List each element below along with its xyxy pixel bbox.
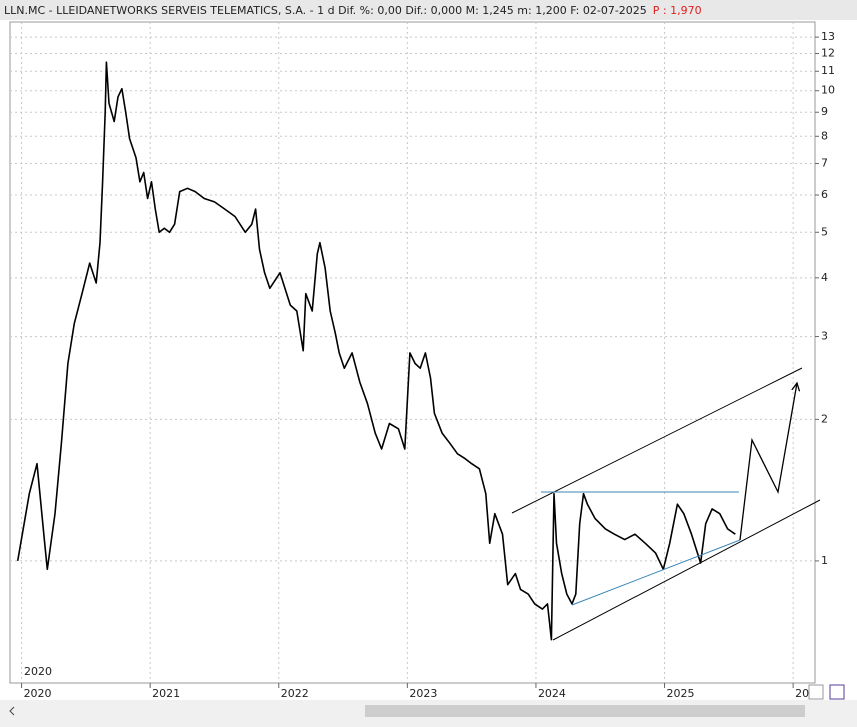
price-label: P : 1,970 — [653, 4, 702, 17]
channel-lower — [552, 499, 821, 641]
x-tick-label: 2022 — [281, 687, 309, 700]
price-line — [16, 61, 736, 641]
save-button[interactable] — [829, 684, 845, 700]
plot-frame — [9, 21, 816, 684]
x-tick-label: 2020 — [24, 687, 52, 700]
y-tick-label: 5 — [821, 225, 828, 238]
header-bar — [0, 0, 857, 20]
y-tick-label: 8 — [821, 129, 828, 142]
plot-area — [10, 22, 815, 683]
y-tick-label: 10 — [821, 84, 835, 97]
y-tick-label: 4 — [821, 271, 828, 284]
trend-lines — [511, 367, 821, 641]
y-tick-label: 11 — [821, 64, 835, 77]
x-tick-label: 2024 — [538, 687, 566, 700]
x-tick-label: 2023 — [409, 687, 437, 700]
y-tick-label: 1 — [821, 554, 828, 567]
y-tick-label: 6 — [821, 188, 828, 201]
y-tick-label: 2 — [821, 412, 828, 425]
zoom-button[interactable] — [808, 684, 824, 700]
y-tick-label: 12 — [821, 46, 835, 59]
annotation: 2020 — [24, 665, 52, 678]
chart-title: LLN.MC - LLEIDANETWORKS SERVEIS TELEMATI… — [4, 4, 647, 17]
y-tick-label: 7 — [821, 157, 828, 170]
y-tick-label: 9 — [821, 105, 828, 118]
scroll-thumb[interactable] — [365, 705, 805, 717]
x-tick-label: 2025 — [667, 687, 695, 700]
projection — [739, 383, 797, 541]
scroll-left[interactable] — [9, 706, 15, 716]
support-line — [571, 539, 741, 606]
x-tick-label: 2021 — [152, 687, 180, 700]
channel-upper — [511, 367, 803, 514]
x-tick-label: 20 — [795, 687, 809, 700]
y-tick-label: 3 — [821, 330, 828, 343]
y-tick-label: 13 — [821, 30, 835, 43]
